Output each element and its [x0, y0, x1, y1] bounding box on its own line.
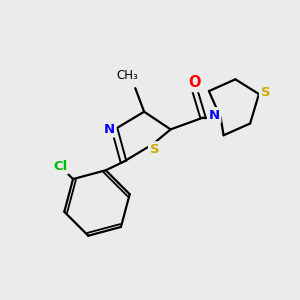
Text: CH₃: CH₃ — [116, 69, 138, 82]
Text: N: N — [104, 123, 115, 136]
Text: N: N — [208, 109, 220, 122]
Text: Cl: Cl — [53, 160, 67, 172]
Text: O: O — [188, 75, 200, 90]
Text: S: S — [150, 143, 159, 156]
Text: S: S — [261, 86, 270, 99]
